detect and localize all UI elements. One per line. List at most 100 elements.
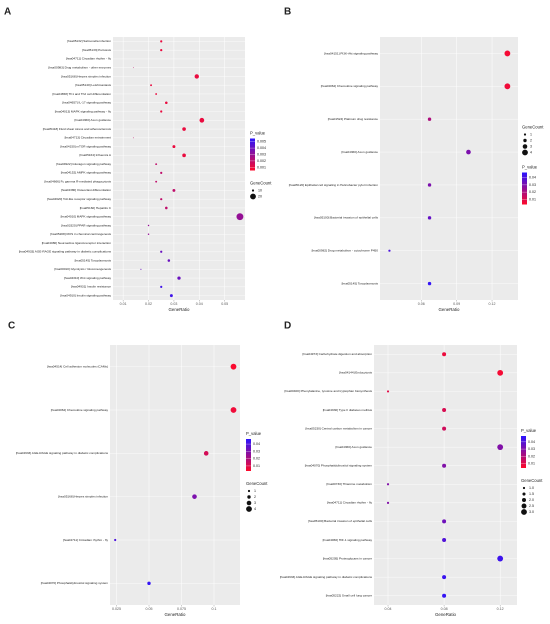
- colorbar-label: 0.01: [529, 197, 536, 201]
- dot: [160, 110, 163, 113]
- dot: [165, 206, 168, 210]
- dot: [388, 249, 391, 252]
- dot: [165, 101, 168, 105]
- dot: [167, 259, 171, 262]
- panel-label: D: [284, 321, 291, 332]
- x-axis-label: GeneRatio: [435, 612, 457, 617]
- dot: [427, 281, 432, 286]
- x-tick-label: 0.12: [489, 302, 496, 306]
- dot: [386, 390, 390, 393]
- y-tick-label: [hsa04658] Th1 and Th2 cell differentiat…: [53, 92, 112, 96]
- colorbar-label: 0.005: [257, 140, 266, 144]
- colorbar: [246, 439, 251, 471]
- y-tick-label: [hsa04360] Axon guidance: [342, 150, 379, 154]
- size-legend-dot: [523, 133, 527, 136]
- y-tick-label: [hsa00730] Thiamine metabolism: [326, 482, 372, 486]
- dot: [230, 363, 237, 370]
- y-tick-label: [hsa04711] Circadian rhythm - fly: [66, 57, 112, 61]
- color-legend-title: P_value: [250, 131, 266, 136]
- dot: [194, 74, 199, 79]
- dot: [442, 426, 447, 431]
- size-legend-label: 2: [530, 138, 532, 142]
- colorbar-label: 0.003: [257, 152, 266, 156]
- size-legend-dot: [246, 506, 252, 512]
- colorbar-label: 0.04: [529, 176, 536, 180]
- dot: [442, 463, 447, 468]
- size-legend-title: GeneCount: [246, 481, 268, 486]
- y-tick-label: [hsa00982] Drug metabolism - cytochrome …: [312, 249, 379, 253]
- dot: [147, 233, 150, 235]
- y-tick-label: [hsa05418] Fluid shear stress and athero…: [43, 127, 112, 131]
- dot: [147, 581, 151, 586]
- dot: [427, 183, 432, 187]
- dot: [192, 494, 197, 499]
- x-tick-label: 0.05: [221, 302, 228, 306]
- size-legend-label: 3: [530, 144, 532, 148]
- y-tick-label: [hsa04620] Toll-like receptor signaling …: [47, 197, 112, 201]
- dot: [427, 216, 432, 220]
- y-tick-label: [hsa04711] Circadian rhythm - fly: [327, 501, 373, 505]
- y-tick-label: [hsa05168] Herpes simplex infection: [58, 494, 108, 498]
- dot: [177, 276, 181, 280]
- colorbar-label: 0.02: [528, 454, 535, 458]
- x-tick-label: 0.1: [212, 607, 217, 611]
- dot: [442, 352, 447, 357]
- size-legend-dot: [523, 138, 527, 143]
- size-legend-dot: [522, 149, 528, 156]
- y-tick-label: [hsa04310] Wnt signaling pathway: [64, 276, 112, 280]
- y-tick-label: [hsa04070] Phosphatidylinositol signalin…: [305, 464, 373, 468]
- dot: [230, 407, 237, 413]
- x-tick-label: 0.06: [418, 302, 425, 306]
- y-tick-label: [hsa05100] Bacterial invasion of epithel…: [314, 216, 378, 220]
- y-tick-label: [hsa04973] Carbohydrate digestion and ab…: [303, 352, 373, 356]
- color-legend-title: P_value: [521, 428, 537, 433]
- y-tick-label: [hsa05132] Salmonella infection: [67, 39, 111, 43]
- y-tick-label: [hsa04360] Axon guidance: [75, 118, 112, 122]
- color-legend-title: P_value: [522, 165, 538, 170]
- size-legend-dot: [521, 509, 527, 515]
- x-tick-label: 0.01: [120, 302, 127, 306]
- size-legend-label: 3: [254, 501, 256, 505]
- colorbar-label: 0.02: [253, 457, 260, 461]
- y-tick-label: [hsa04080] Neuroactive ligand-receptor i…: [42, 241, 112, 245]
- colorbar: [521, 436, 526, 468]
- size-legend-dot: [522, 144, 528, 149]
- panel-label: A: [4, 7, 11, 18]
- size-legend-label: 2.0: [529, 498, 534, 502]
- dot: [155, 163, 158, 166]
- x-tick-label: 0.08: [441, 607, 448, 611]
- y-tick-label: [hsa04070] Phosphatidylinositol signalin…: [41, 581, 109, 585]
- y-tick-label: [hsa03320] PPAR signaling pathway: [61, 223, 111, 227]
- size-legend-label: 2: [254, 495, 256, 499]
- y-tick-label: [hsa05100] Bacterial invasion of epithel…: [308, 519, 372, 523]
- dot: [132, 67, 134, 69]
- dot: [147, 224, 150, 227]
- dot: [160, 49, 163, 52]
- y-tick-label: [hsa00983] Drug metabolism - other enzym…: [48, 65, 111, 69]
- dot: [442, 538, 447, 542]
- dot: [497, 555, 504, 562]
- y-tick-label: [hsa05133] Pertussis: [82, 48, 111, 52]
- y-tick-label: [hsa04910] Insulin signaling pathway: [60, 293, 111, 297]
- size-legend-dot: [522, 498, 526, 502]
- dot: [497, 444, 504, 451]
- dot: [172, 188, 176, 192]
- size-legend-label: 10: [258, 188, 262, 192]
- y-tick-label: [hsa04062] Chemokine signaling pathway: [321, 84, 379, 88]
- dot: [427, 117, 432, 121]
- dot: [442, 519, 447, 524]
- y-tick-label: [hsa05140] Leishmaniasis: [75, 83, 111, 87]
- colorbar-label: 0.02: [529, 190, 536, 194]
- y-tick-label: [hsa04666] Fc gamma R-mediated phagocyto…: [44, 179, 111, 183]
- dot: [442, 575, 447, 580]
- colorbar-label: 0.03: [528, 447, 535, 451]
- size-legend-title: GeneCount: [522, 125, 544, 130]
- dot: [172, 145, 176, 149]
- size-legend-label: 4: [254, 507, 256, 511]
- x-tick-label: 0.02: [145, 302, 152, 306]
- colorbar-label: 0.001: [257, 165, 266, 169]
- dot: [466, 149, 471, 155]
- panel-label: B: [284, 7, 291, 18]
- dot: [182, 153, 186, 158]
